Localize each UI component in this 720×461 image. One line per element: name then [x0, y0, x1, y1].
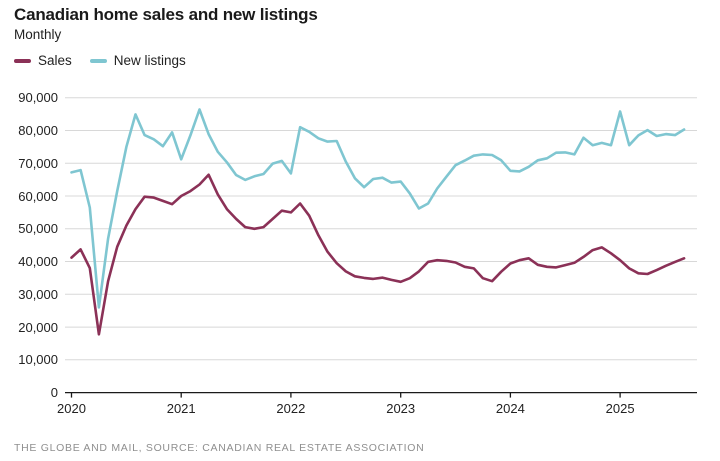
y-tick-label: 70,000	[18, 155, 58, 171]
x-tick-label: 2022	[276, 401, 306, 416]
series-line-new-listings	[70, 108, 686, 309]
legend: Sales New listings	[14, 53, 186, 68]
y-tick-label: 10,000	[18, 352, 58, 368]
new-listings-swatch-icon	[89, 58, 107, 63]
y-tick-label: 50,000	[18, 221, 58, 237]
x-tick-label: 2023	[386, 401, 416, 416]
legend-label-sales: Sales	[38, 53, 72, 68]
chart-title: Canadian home sales and new listings	[14, 5, 318, 24]
legend-item-sales: Sales	[14, 53, 72, 68]
y-tick-label: 0	[50, 385, 58, 401]
y-tick-label: 60,000	[18, 188, 58, 204]
x-tick-label: 2021	[166, 401, 196, 416]
chart-subtitle: Monthly	[14, 27, 62, 42]
y-tick-label: 30,000	[18, 286, 58, 302]
x-tick-label: 2024	[495, 401, 525, 416]
x-tick-label: 2020	[57, 401, 86, 416]
series-line-sales	[70, 173, 686, 336]
y-tick-label: 40,000	[18, 254, 58, 269]
legend-label-new-listings: New listings	[113, 53, 186, 68]
legend-item-new-listings: New listings	[89, 53, 186, 68]
source-note: THE GLOBE AND MAIL, SOURCE: CANADIAN REA…	[14, 442, 425, 454]
y-tick-label: 80,000	[18, 123, 58, 138]
y-tick-label: 20,000	[18, 319, 58, 335]
sales-swatch-icon	[14, 58, 31, 63]
y-tick-label: 90,000	[18, 90, 58, 106]
x-tick-label: 2025	[605, 401, 635, 416]
